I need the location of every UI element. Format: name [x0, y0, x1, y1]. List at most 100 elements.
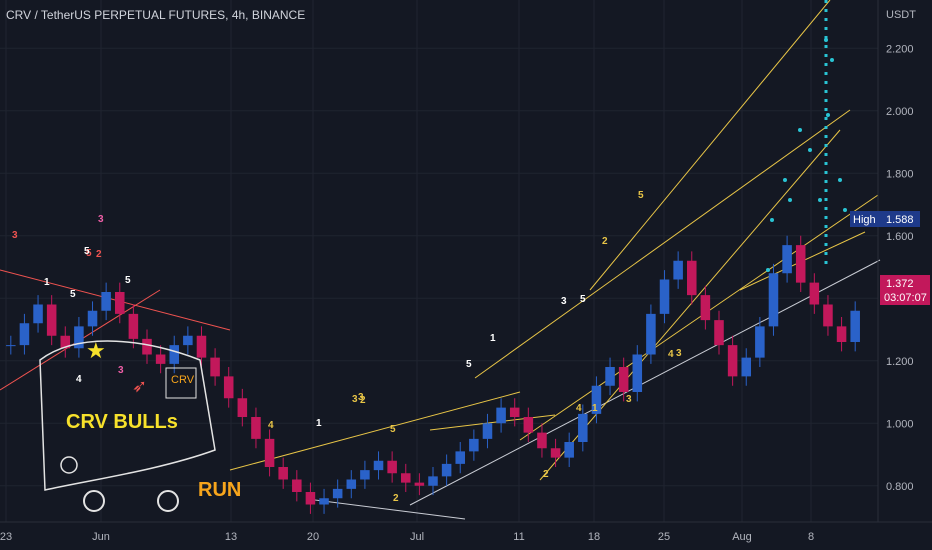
price-tick: 0.800 — [886, 481, 914, 493]
candle-body — [251, 417, 261, 439]
trendline — [314, 499, 466, 520]
candle-body — [550, 448, 561, 458]
candle-body — [523, 417, 534, 433]
moon-icon — [60, 456, 78, 474]
wave-label: 3 — [118, 365, 124, 376]
banner-outline — [39, 340, 216, 491]
candle-body — [155, 354, 166, 364]
candle-body — [292, 479, 302, 492]
candle-body — [142, 338, 152, 355]
high-value: 1.588 — [886, 214, 914, 226]
last-price-marker: 1.372 03:07:07 — [880, 275, 930, 305]
candle-body — [795, 245, 806, 283]
wave-label: 5 — [390, 424, 396, 435]
candle-body — [741, 357, 752, 377]
wave-label: 2 — [602, 236, 608, 247]
candle-body — [319, 498, 329, 505]
star-icon: ★ — [86, 339, 106, 364]
crv-badge — [165, 367, 197, 399]
trendline — [589, 0, 831, 291]
projection-dot — [818, 198, 822, 202]
projection-dot — [770, 218, 774, 222]
price-tick: 1.800 — [886, 168, 914, 180]
wave-label: 3 — [561, 296, 567, 307]
candle-body — [469, 438, 479, 452]
candle-body — [700, 295, 711, 321]
candles — [6, 235, 860, 514]
candle-body — [659, 279, 670, 314]
projection-dot — [843, 208, 847, 212]
candle-body — [210, 357, 220, 377]
candle-body — [46, 304, 57, 336]
trendlines — [0, 0, 881, 520]
candle-body — [455, 451, 466, 464]
time-axis[interactable]: 23 Jun 13 20 Jul 11 18 25 Aug 8 — [0, 521, 932, 543]
candle-body — [632, 354, 643, 392]
candle-body — [169, 345, 180, 364]
trendline — [409, 259, 881, 506]
projection-dot — [798, 128, 802, 132]
gear-icon-left — [83, 490, 105, 512]
candle-body — [373, 460, 384, 471]
price-tick: 1.000 — [886, 418, 914, 430]
candle-body — [183, 335, 193, 346]
candle-body — [196, 335, 207, 358]
candle-body — [101, 292, 111, 311]
wave-label: 1 — [316, 418, 322, 429]
wave-label: 2 — [393, 493, 399, 504]
currency-text: USDT — [886, 9, 916, 21]
time-tick: 25 — [658, 531, 670, 543]
wave-label: 5 — [580, 294, 586, 305]
trendline — [474, 109, 851, 379]
candle-body — [482, 423, 493, 439]
wave-label: 5 — [466, 359, 472, 370]
projection-dot — [808, 148, 812, 152]
trendline — [229, 391, 521, 471]
projection-dot — [766, 268, 770, 272]
wave-label: 4 — [576, 403, 582, 414]
candle-body — [618, 367, 629, 392]
candle-body — [387, 460, 397, 474]
candle-body — [646, 313, 656, 355]
time-tick: 13 — [225, 531, 237, 543]
candle-body — [578, 413, 588, 442]
candle-body — [19, 323, 30, 346]
wave-label: 2 — [360, 395, 366, 406]
candle-body — [6, 345, 16, 347]
candle-body — [441, 463, 452, 477]
candle-body — [360, 470, 370, 480]
wave-label: 3 — [352, 394, 358, 405]
projection-dot — [830, 58, 834, 62]
currency-label: USDT — [886, 9, 916, 21]
candle-body — [673, 260, 683, 280]
wave-label: 3 — [676, 348, 682, 359]
chart-title: CRV / TetherUS PERPETUAL FUTURES, 4h, BI… — [6, 8, 306, 22]
candle-body — [823, 304, 833, 327]
candle-body — [400, 473, 411, 483]
candle-body — [509, 407, 520, 417]
candle-body — [74, 326, 84, 349]
time-tick: 23 — [0, 531, 12, 543]
wave-label: 4 — [668, 349, 674, 360]
candle-body — [278, 467, 288, 480]
wave-label: 5 — [638, 190, 644, 201]
wave-label: 2 — [543, 469, 549, 480]
wave-label: 3 — [358, 392, 364, 403]
candle-body — [332, 488, 343, 499]
trendline — [429, 414, 556, 431]
candle-body — [755, 326, 765, 358]
hand-drawings: CRV BULLs RUN CRV ★ ➶ — [39, 339, 241, 512]
price-tick: 2.000 — [886, 106, 914, 118]
candle-body — [782, 245, 792, 274]
wave-label: 4 — [76, 374, 82, 385]
candle-body — [605, 367, 615, 386]
gear-icon-right — [157, 490, 179, 512]
price-tick: 1.200 — [886, 356, 914, 368]
price-tick: 2.200 — [886, 43, 914, 55]
candle-body — [850, 310, 860, 342]
wave-label: 3 — [12, 230, 18, 241]
candle-body — [60, 335, 71, 349]
wave-label: 2 — [96, 249, 102, 260]
